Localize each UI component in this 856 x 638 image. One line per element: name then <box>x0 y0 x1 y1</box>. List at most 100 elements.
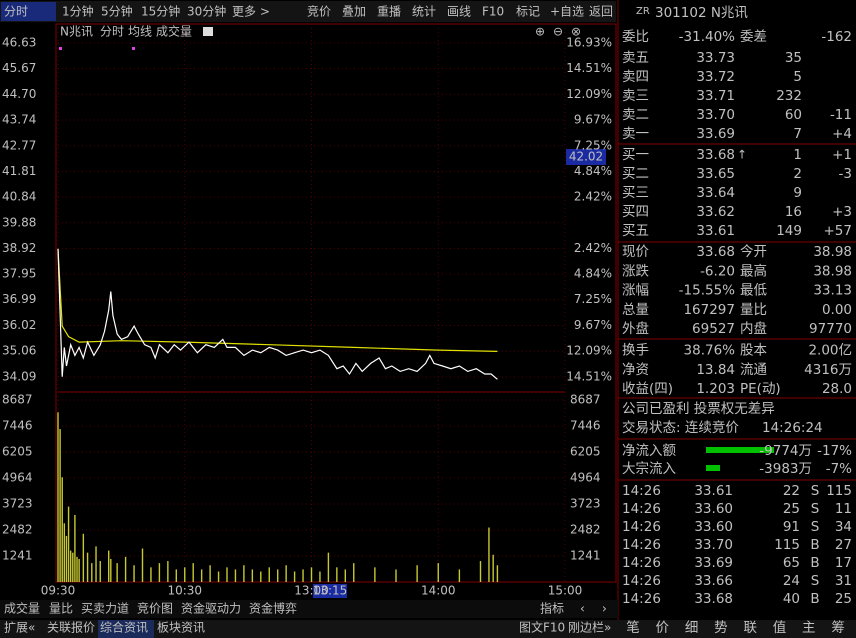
marker <box>59 47 62 50</box>
book-qty: 2 <box>793 166 802 182</box>
status-tab[interactable]: 关联报价 <box>47 620 95 635</box>
field-label: 股本 <box>740 343 768 359</box>
volume-bar <box>200 569 203 582</box>
book-diff: +57 <box>824 223 853 239</box>
indicator-tab[interactable]: 竞价图 <box>137 602 173 616</box>
price-tick-label: 36.02 <box>2 318 36 332</box>
status-tab[interactable]: 板块资讯 <box>157 621 205 635</box>
tick-volume: 65 <box>783 555 800 571</box>
volume-bar <box>374 567 376 582</box>
indicator-tab[interactable]: 买卖力道 <box>81 602 129 616</box>
price-tick-label: 35.06 <box>2 344 36 358</box>
toolbar-button[interactable]: F10 <box>482 5 504 19</box>
volume-bar <box>78 558 80 582</box>
toolbar-button[interactable]: 画线 <box>447 5 471 19</box>
panel-tab[interactable]: 势 <box>714 620 728 636</box>
panel-tab[interactable]: 联 <box>743 620 757 636</box>
tick-volume: 22 <box>783 483 800 499</box>
toolbar-tab[interactable]: 5分钟 <box>101 4 133 19</box>
toolbar-tab[interactable]: 15分钟 <box>141 4 180 19</box>
icon-zoom-in[interactable]: ⊕ <box>535 25 545 39</box>
book-diff: -11 <box>830 107 852 123</box>
book-label: 买三 <box>622 185 649 201</box>
tick-side: S <box>811 519 820 535</box>
volume-bar <box>175 569 177 582</box>
indicator-control[interactable]: 指标 <box>540 601 564 616</box>
panel-tab[interactable]: 主 <box>802 620 816 636</box>
toolbar-button[interactable]: 统计 <box>412 5 436 19</box>
toolbar-button[interactable]: 标记 <box>516 5 540 19</box>
volume-bar <box>479 561 482 582</box>
field-label: 收益(四) <box>622 381 673 397</box>
panel-tab[interactable]: 笔 <box>626 620 640 636</box>
indicator-tab[interactable]: 资金驱动力 <box>181 601 241 616</box>
panel-tab[interactable]: 值 <box>773 620 787 636</box>
panel-tab[interactable]: 筹 <box>831 619 845 636</box>
toolbar-button[interactable]: 竞价 <box>307 5 331 19</box>
stock-name: N兆讯 <box>60 25 93 39</box>
volume-bar <box>492 554 494 582</box>
toolbar-tab[interactable]: 30分钟 <box>187 4 226 19</box>
toolbar-tab[interactable]: 分时 <box>4 5 28 19</box>
toolbar-button[interactable]: 叠加 <box>342 5 366 19</box>
status-tab[interactable]: 刚边栏» <box>568 620 611 635</box>
panel-tab[interactable]: 细 <box>685 620 699 636</box>
tick-volume: 25 <box>783 501 800 517</box>
volume-bar <box>234 569 237 582</box>
volume-bar <box>458 569 461 582</box>
tick-count: 17 <box>835 555 852 571</box>
tick-time: 14:26 <box>622 573 661 589</box>
volume-bar <box>336 567 338 582</box>
toolbar-tab[interactable]: 1分钟 <box>62 4 94 19</box>
indicator-control[interactable]: › <box>602 602 607 616</box>
volume-bar <box>167 561 169 582</box>
volume-bar <box>344 569 346 582</box>
volume-bar <box>319 571 321 582</box>
cursor-price-box <box>566 149 606 165</box>
volume-bar <box>69 550 72 582</box>
volume-bar <box>67 506 70 582</box>
pct-tick-label: 12.09% <box>566 87 612 101</box>
indicator-tab[interactable]: 量比 <box>49 602 73 616</box>
book-qty: 9 <box>793 185 802 201</box>
pct-tick-label: 12.09% <box>566 344 612 358</box>
field-label: 总量 <box>622 302 649 318</box>
camera-icon[interactable] <box>203 27 213 36</box>
tick-time: 14:26 <box>622 591 661 607</box>
tick-count: 27 <box>835 537 852 553</box>
field-label: 流通 <box>740 362 768 378</box>
flow-bar <box>706 465 720 471</box>
status-tab[interactable]: 综合资讯 <box>100 620 148 635</box>
volume-bar <box>91 563 93 582</box>
volume-tick-label: 7446 <box>2 419 33 433</box>
field-value: 69527 <box>692 321 735 337</box>
tick-side: S <box>811 501 820 517</box>
icon-zoom-out[interactable]: ⊖ <box>553 25 563 39</box>
volume-bar <box>150 567 152 582</box>
status-tab[interactable]: 扩展« <box>4 621 35 635</box>
volume-label: 成交量 <box>156 24 192 39</box>
volume-bar <box>243 565 245 582</box>
toolbar-button[interactable]: 返回 <box>589 5 613 19</box>
icon-close[interactable]: ⊗ <box>571 25 581 39</box>
indicator-tab[interactable]: 资金博弈 <box>249 601 297 616</box>
book-price: 33.68 <box>696 147 735 163</box>
volume-bar <box>209 565 211 582</box>
panel-tab[interactable]: 价 <box>656 620 670 636</box>
volume-bar <box>141 548 144 582</box>
status-tab[interactable]: 图文F10 <box>519 620 565 635</box>
toolbar-button[interactable]: +自选 <box>550 5 584 19</box>
volume-bar <box>285 565 287 582</box>
indicator-tab[interactable]: 成交量 <box>4 601 40 616</box>
quote-title: 301102 N兆讯 <box>655 5 748 21</box>
toolbar-button[interactable]: 重播 <box>377 5 401 19</box>
volume-bar <box>124 556 127 582</box>
volume-bar <box>99 561 101 582</box>
pct-tick-label: 7.25% <box>574 292 612 306</box>
volume-bar <box>217 571 220 582</box>
tick-time: 14:26 <box>622 555 661 571</box>
toolbar-tab[interactable]: 更多 > <box>232 5 270 19</box>
indicator-control[interactable]: ‹ <box>580 602 585 616</box>
flow-label: 大宗流入 <box>622 461 676 477</box>
field-value: 33.68 <box>696 244 735 260</box>
